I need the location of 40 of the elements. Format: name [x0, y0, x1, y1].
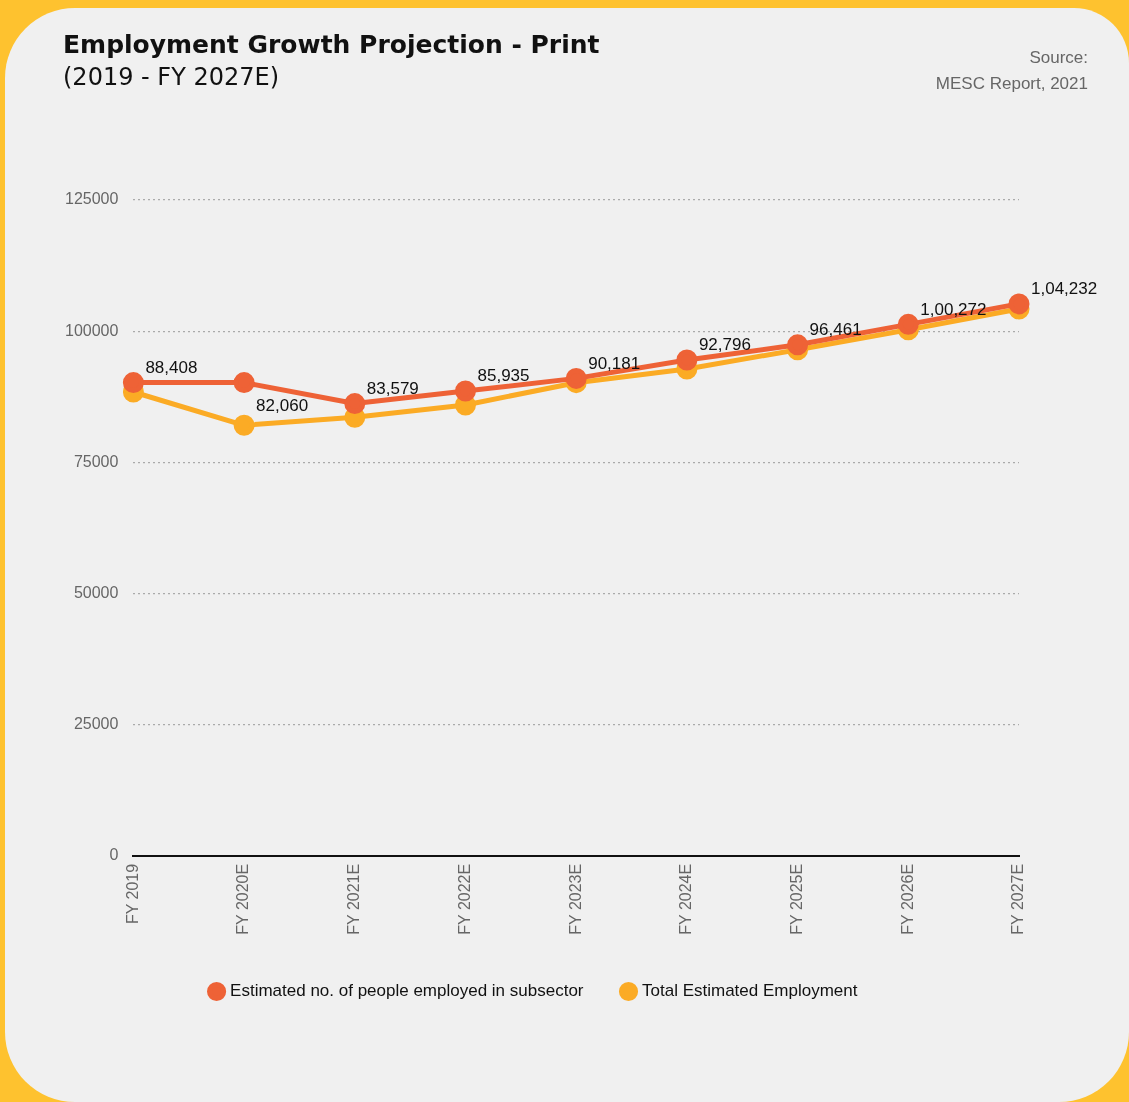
point: [565, 367, 587, 389]
data-label: 88,408: [145, 357, 198, 377]
point: [676, 349, 698, 371]
data-label: 83,579: [366, 378, 419, 398]
point: [787, 334, 809, 356]
point: [344, 393, 366, 415]
point: [233, 372, 255, 394]
data-label: 82,060: [256, 395, 309, 415]
point: [1008, 293, 1030, 315]
text: MESC Report, 2021: [935, 73, 1088, 95]
legend-label: Estimated no. of people employed in subsector: [230, 981, 584, 1001]
y-tick-label: 0: [109, 846, 119, 864]
data-label: 1,04,232: [1031, 279, 1098, 299]
y-tick-label: 25000: [73, 715, 119, 733]
x-tick-label: FY 2021E: [345, 863, 363, 935]
x-tick-label: FY 2019: [123, 863, 141, 925]
x-tick-label: FY 2022E: [455, 863, 473, 935]
x-tick-label: FY 2024E: [677, 863, 695, 935]
point: [454, 380, 476, 402]
data-label: 1,00,272: [920, 299, 987, 319]
x-tick-label: FY 2025E: [788, 863, 805, 935]
source-note: Source:: [1028, 47, 1088, 69]
y-tick-label: 125000: [65, 190, 119, 208]
y-tick-label: 50000: [73, 583, 119, 601]
chart-title: Employment Growth Projection - Print: [63, 30, 600, 59]
x-tick-label: FY 2027E: [1009, 863, 1027, 935]
x-tick-label: FY 2020E: [234, 863, 252, 935]
x-tick-label: FY 2023E: [566, 863, 584, 935]
data-label: 90,181: [588, 353, 641, 373]
point: [122, 372, 144, 394]
data-label: 96,461: [809, 320, 862, 339]
point: [897, 313, 919, 335]
y-tick-label: 100000: [65, 321, 119, 339]
chart-subtitle: (2019 - FY 2027E): [63, 63, 280, 91]
x-tick-label: FY 2026E: [898, 863, 916, 935]
point: [233, 414, 255, 436]
data-label: 85,935: [477, 366, 530, 386]
data-label: 92,796: [698, 335, 751, 355]
legend-label: Total Estimated Employment: [642, 981, 858, 1001]
y-tick-label: 75000: [73, 452, 119, 470]
